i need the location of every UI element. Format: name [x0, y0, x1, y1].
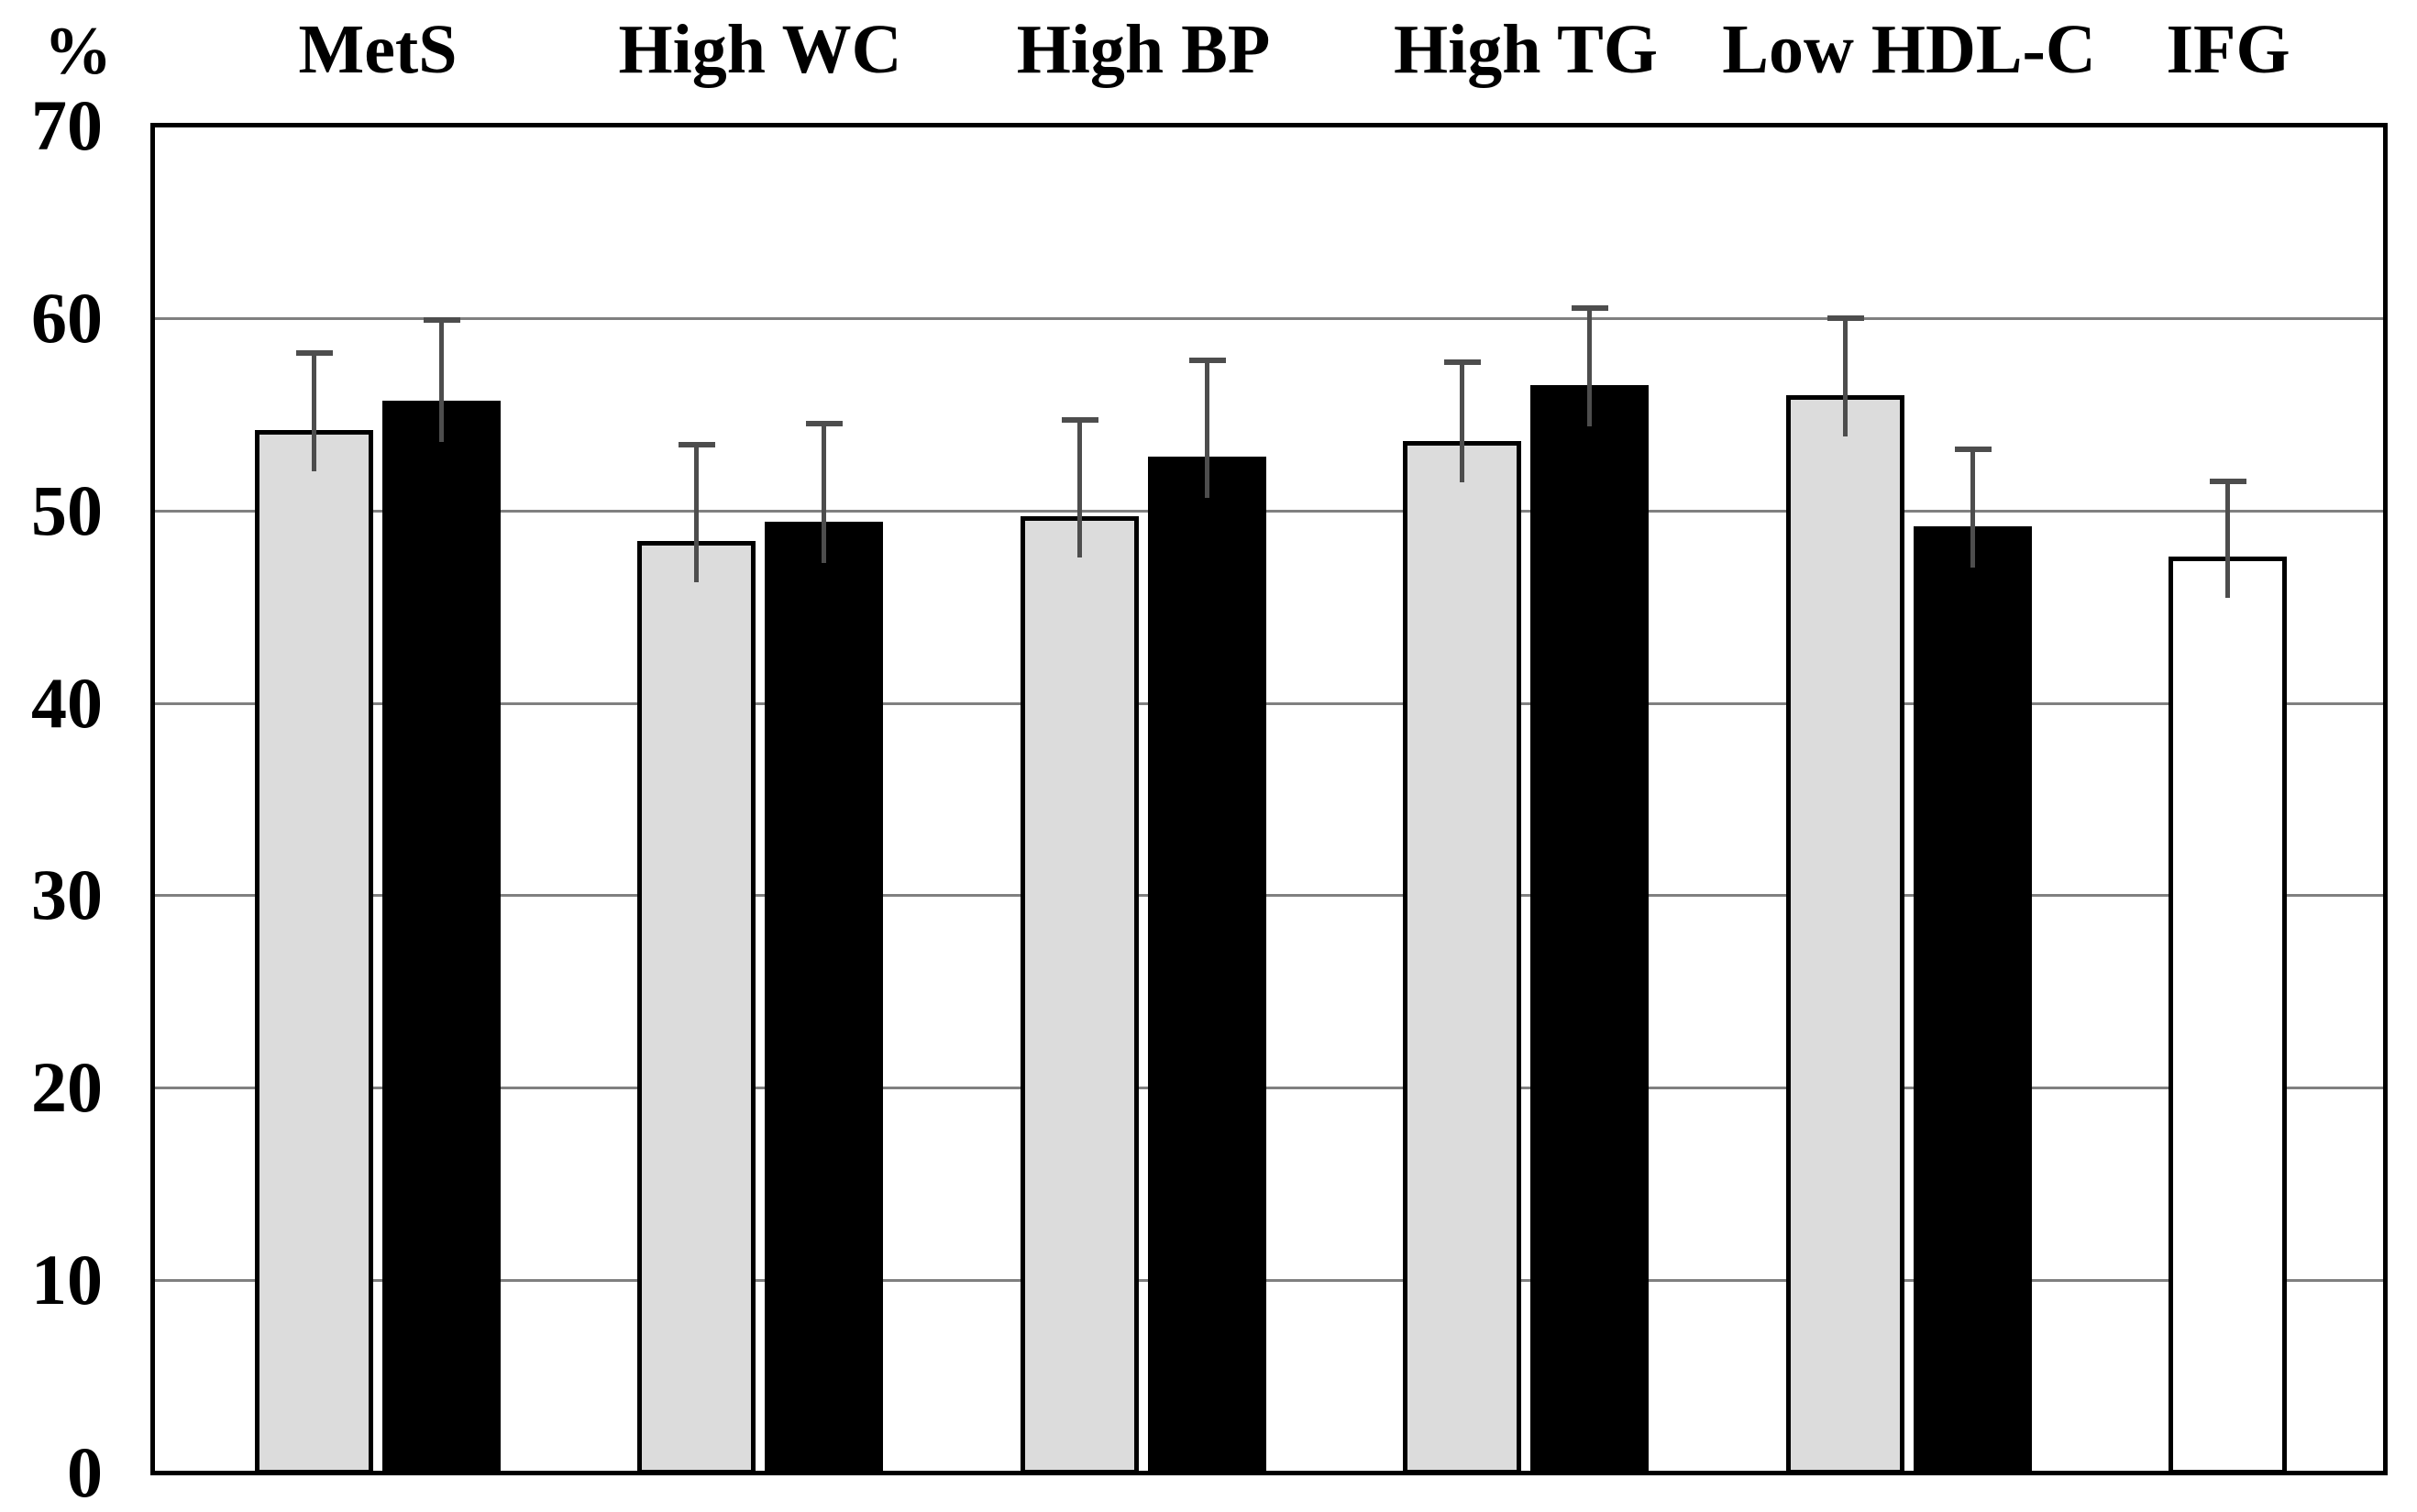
gridline-60	[153, 317, 2386, 320]
error-bar-stem-low-hdl-c-black	[1970, 451, 1975, 568]
y-tick-50: 50	[31, 470, 103, 550]
y-tick-60: 60	[31, 278, 103, 358]
gridline-30	[153, 894, 2386, 897]
error-bar-cap-high-tg-black	[1572, 305, 1608, 311]
error-bar-cap-ifg-white	[2210, 479, 2246, 484]
error-bar-stem-high-wc-black	[822, 425, 826, 563]
error-bar-stem-low-hdl-c-gray	[1843, 320, 1848, 436]
category-label-low-hdl-c: Low HDL-C	[1722, 11, 2096, 88]
bar-low-hdl-c-black	[1914, 526, 2032, 1474]
error-bar-cap-high-wc-black	[806, 421, 843, 426]
error-bar-cap-low-hdl-c-black	[1955, 447, 1992, 452]
bar-high-bp-gray	[1021, 516, 1139, 1474]
gridline-20	[153, 1087, 2386, 1089]
category-label-mets: MetS	[298, 11, 458, 88]
bar-high-wc-black	[765, 522, 883, 1474]
error-bar-stem-high-tg-black	[1587, 310, 1592, 426]
bar-high-bp-black	[1148, 457, 1266, 1474]
gridline-50	[153, 510, 2386, 513]
category-label-high-wc: High WC	[618, 11, 902, 88]
y-tick-70: 70	[31, 85, 103, 165]
y-axis-unit-label: %	[44, 14, 112, 89]
gridline-40	[153, 702, 2386, 705]
error-bar-cap-mets-black	[424, 317, 460, 323]
error-bar-stem-high-wc-gray	[694, 447, 699, 582]
y-tick-30: 30	[31, 855, 103, 934]
error-bar-cap-high-wc-gray	[679, 442, 715, 447]
error-bar-stem-high-bp-gray	[1077, 422, 1082, 557]
error-bar-cap-high-tg-gray	[1444, 359, 1481, 365]
bar-ifg-white	[2169, 557, 2287, 1474]
y-tick-10: 10	[31, 1240, 103, 1319]
category-label-high-bp: High BP	[1016, 11, 1271, 88]
gridline-10	[153, 1279, 2386, 1282]
bar-low-hdl-c-gray	[1786, 395, 1904, 1474]
error-bar-cap-high-bp-black	[1189, 358, 1226, 363]
error-bar-cap-high-bp-gray	[1062, 417, 1098, 423]
error-bar-cap-mets-gray	[296, 350, 333, 356]
error-bar-stem-mets-gray	[312, 355, 316, 471]
error-bar-stem-high-tg-gray	[1460, 364, 1464, 482]
error-bar-stem-high-bp-black	[1205, 362, 1209, 498]
bar-mets-black	[382, 401, 501, 1474]
bar-mets-gray	[255, 430, 373, 1474]
error-bar-stem-ifg-white	[2225, 483, 2230, 598]
error-bar-stem-mets-black	[439, 322, 444, 442]
y-tick-20: 20	[31, 1047, 103, 1127]
bar-high-tg-gray	[1403, 441, 1521, 1474]
category-label-ifg: IFG	[2166, 11, 2290, 88]
bar-high-tg-black	[1530, 385, 1649, 1474]
y-tick-0: 0	[67, 1432, 103, 1512]
error-bar-cap-low-hdl-c-gray	[1827, 315, 1864, 321]
bar-high-wc-gray	[637, 541, 756, 1474]
category-label-high-tg: High TG	[1394, 11, 1658, 88]
y-tick-40: 40	[31, 663, 103, 743]
